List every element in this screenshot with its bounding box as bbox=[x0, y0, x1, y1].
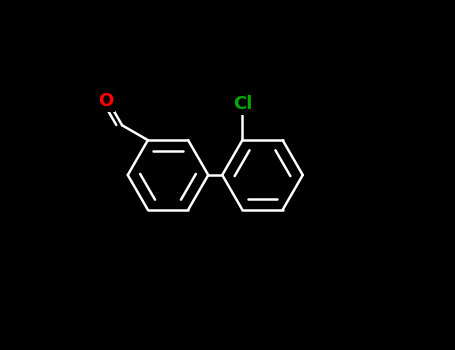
Text: Cl: Cl bbox=[233, 95, 252, 113]
Text: O: O bbox=[99, 92, 114, 110]
